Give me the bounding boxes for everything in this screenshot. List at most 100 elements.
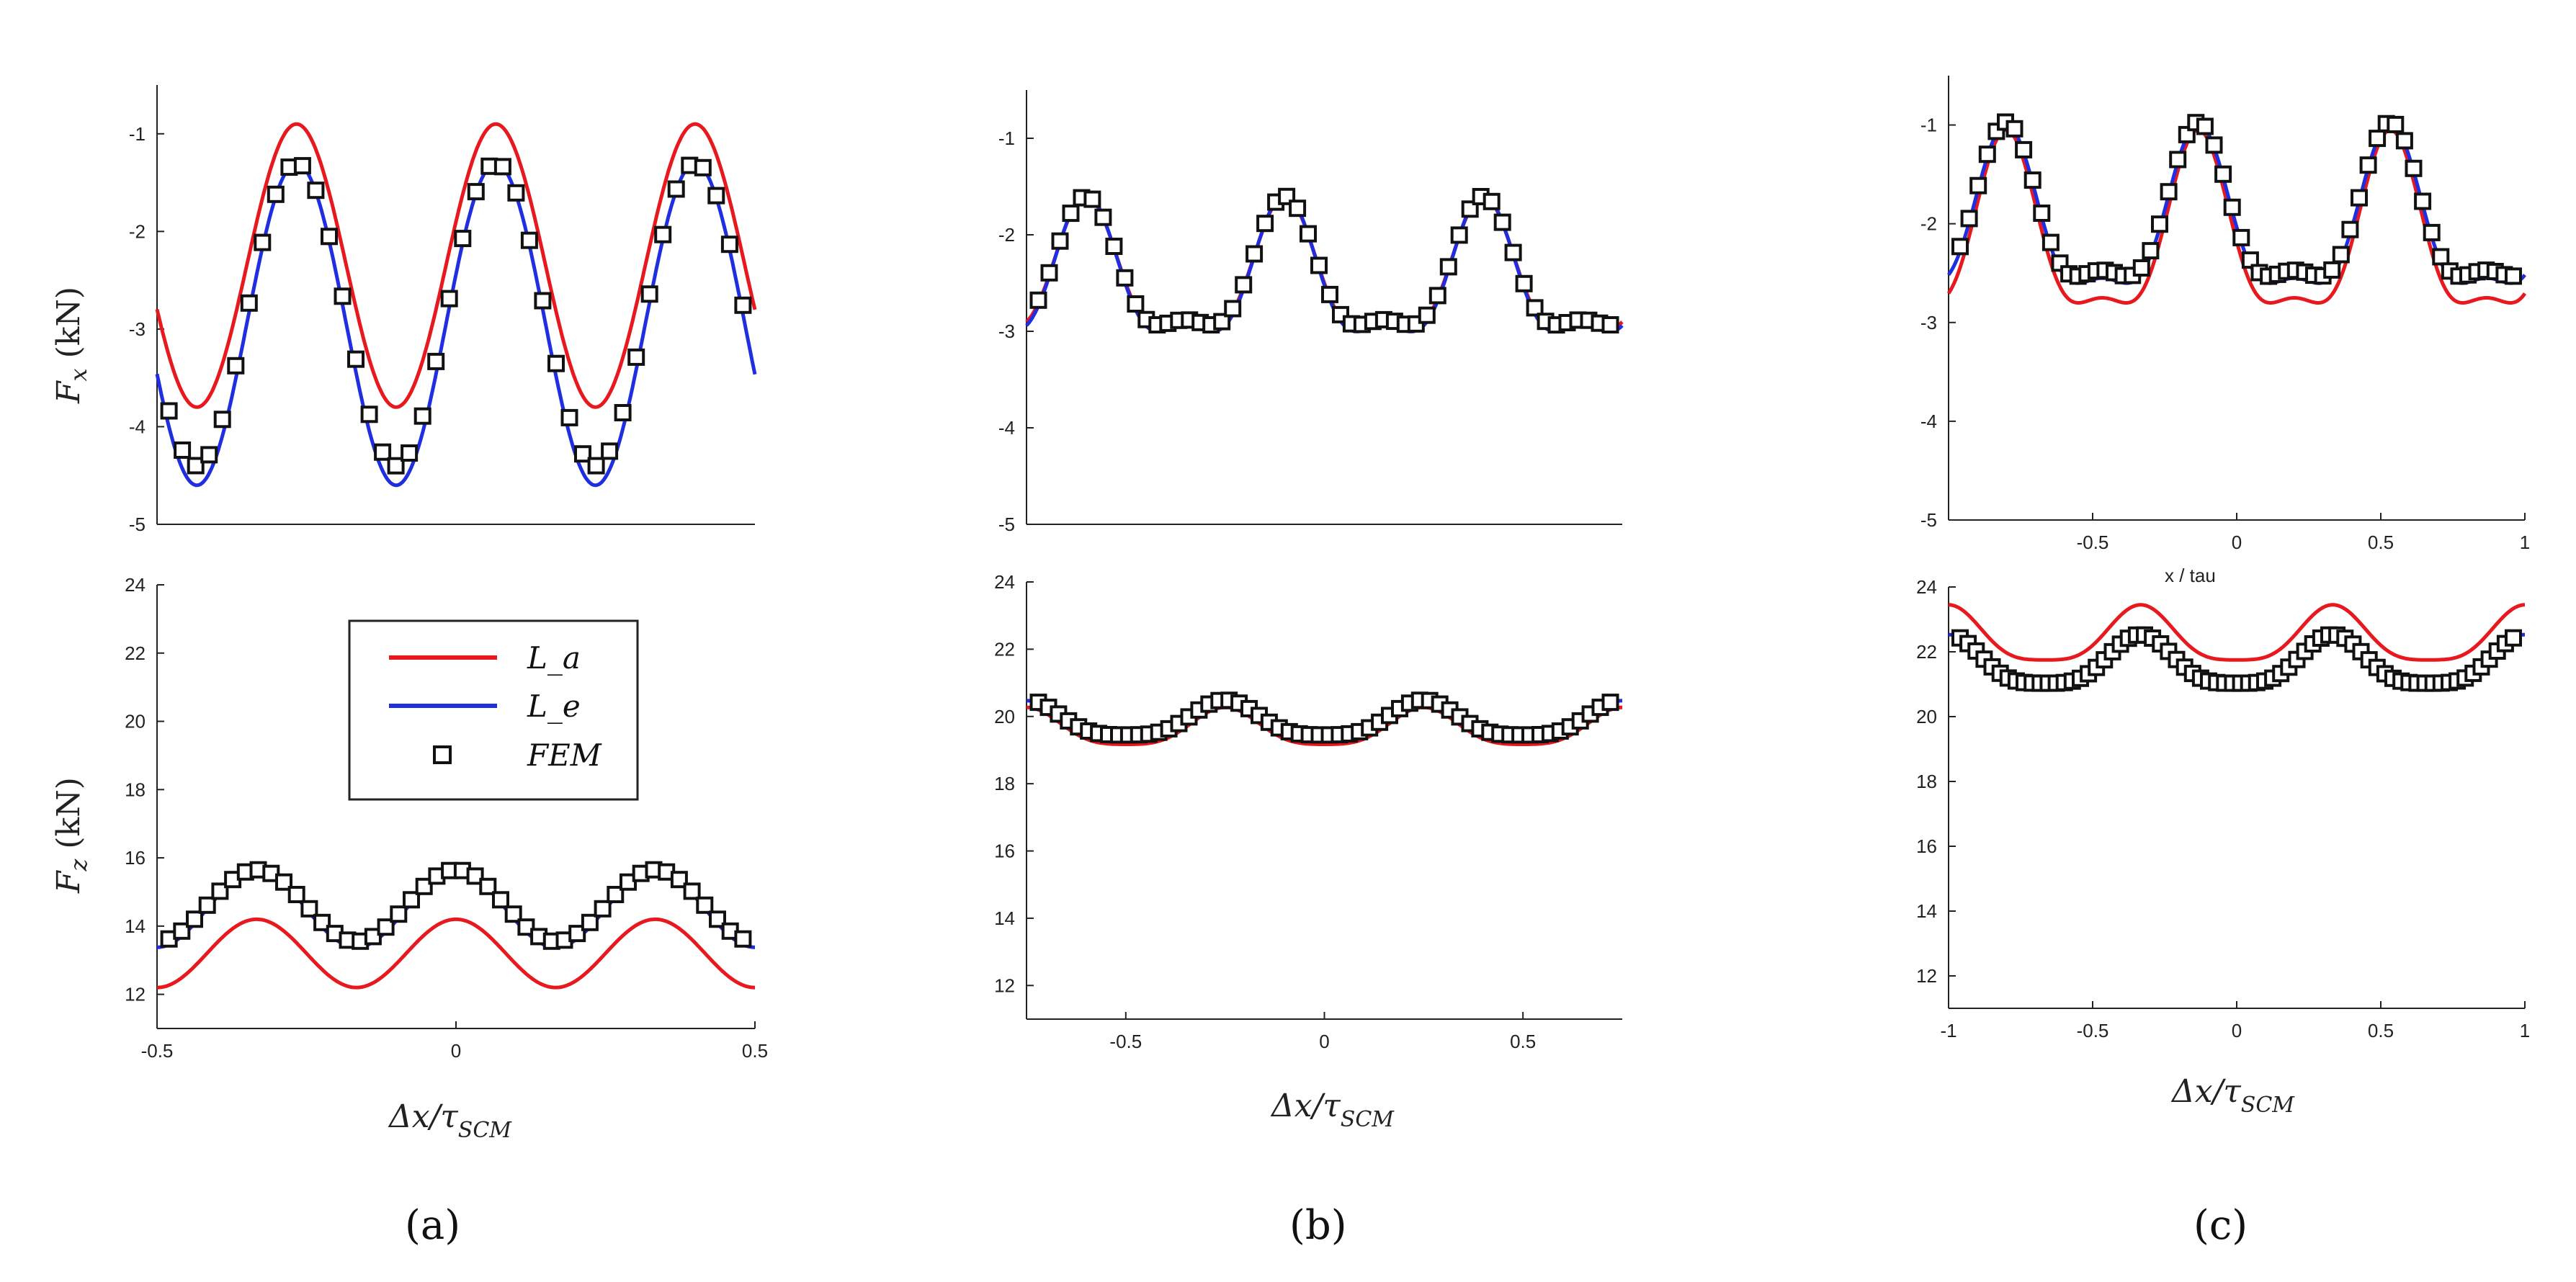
fem-marker-point	[614, 404, 632, 421]
fem-marker-point	[2205, 136, 2223, 154]
fem-marker-point	[2214, 165, 2232, 183]
y-tick-label: 16	[125, 847, 146, 869]
fem-marker-point	[1526, 299, 1544, 317]
fem-marker-point	[2359, 156, 2377, 174]
fem-marker-point	[1493, 213, 1511, 231]
fem-marker-point	[1428, 287, 1446, 305]
fem-marker-point	[254, 233, 272, 251]
x-axis-title-a: Δx/τSCM	[388, 1098, 512, 1143]
y-tick-label: -1	[129, 123, 146, 145]
y-tick-label: 12	[125, 984, 146, 1005]
legend-fem-label: FEM	[527, 738, 602, 773]
fem-marker-point	[267, 185, 285, 203]
fem-marker-point	[387, 457, 405, 475]
fem-marker-point	[347, 350, 365, 368]
fem-marker-point	[390, 905, 408, 923]
fem-marker-point	[1969, 176, 1987, 194]
fem-marker-point	[547, 354, 565, 372]
fem-marker-point	[1450, 226, 1468, 244]
y-tick-label: 12	[994, 974, 1015, 996]
fem-marker-point	[1504, 243, 1522, 261]
y-tick-label: -5	[129, 514, 146, 535]
fem-marker-point	[360, 405, 378, 423]
plots-layer: -1 -2 -3 -4 -5 24 22 20 18 16 14 12 -0.5 0 0.5 -1 -2 -3 -4…	[125, 76, 2530, 1062]
fem-marker-point	[1105, 238, 1123, 255]
y-tick-label: 14	[994, 907, 1015, 929]
fem-marker-point	[534, 292, 552, 310]
fem-marker-point	[2023, 171, 2041, 189]
y-tick-label: -4	[998, 417, 1015, 439]
fem-marker-point	[227, 357, 245, 375]
y-tick-label: 16	[994, 841, 1015, 862]
y-tick-label: 20	[1916, 706, 1937, 727]
fem-marker-point	[1127, 295, 1145, 313]
x-tick-label: 0	[451, 1040, 461, 1062]
fem-marker-point	[173, 922, 191, 940]
fem-marker-point	[2387, 115, 2405, 133]
fem-marker-point	[1310, 256, 1328, 274]
series-line-la	[157, 917, 755, 990]
fem-marker-point	[667, 180, 685, 198]
fem-marker-point	[2505, 629, 2522, 647]
fem-marker-point	[1300, 225, 1317, 243]
chart-c-fz: 24 22 20 18 16 14 12 -1 -0.5 0 0.5 1	[1916, 576, 2530, 1041]
legend-box	[348, 619, 639, 801]
y-tick-label: 22	[994, 638, 1015, 660]
fem-marker-point	[160, 402, 178, 420]
fem-marker-point	[2151, 215, 2168, 233]
fem-marker-point	[2405, 159, 2423, 177]
x-tick-label: 0	[2232, 532, 2242, 553]
y-tick-label: 14	[1916, 900, 1937, 922]
fem-marker-point	[187, 457, 205, 475]
fem-marker-point	[520, 231, 538, 249]
y-tick-label: -2	[998, 224, 1015, 246]
x-tick-label: 0.5	[1510, 1031, 1536, 1052]
fem-marker-point	[454, 230, 472, 248]
x-axis-title-c-top: x / tau	[2165, 565, 2216, 586]
fem-marker-point	[670, 871, 688, 889]
fem-marker-point	[377, 918, 395, 936]
fem-marker-point	[307, 181, 325, 200]
panel-label-b: (b)	[1289, 1202, 1347, 1249]
fem-marker-point	[401, 444, 419, 462]
fem-marker-point	[627, 348, 645, 366]
x-tick-label: 1	[2520, 532, 2530, 553]
fem-marker-point	[2169, 151, 2187, 169]
fem-marker-point	[198, 896, 216, 914]
fem-marker-point	[2041, 233, 2060, 251]
series-line-la	[155, 122, 757, 409]
fem-marker-point	[313, 913, 331, 931]
panel-label-a: (a)	[405, 1202, 460, 1249]
fem-marker-point	[2369, 130, 2387, 148]
fem-marker-point	[2395, 132, 2413, 150]
fem-marker-point	[709, 910, 726, 928]
fem-marker-point	[1321, 285, 1338, 303]
fem-marker-point	[2341, 220, 2359, 238]
fem-marker-point	[240, 294, 258, 312]
fem-marker-point	[1062, 205, 1080, 223]
fem-marker-point	[734, 296, 752, 314]
y-tick-label: 24	[125, 574, 146, 596]
x-axis-title-b: Δx/τSCM	[1270, 1088, 1395, 1132]
fem-marker-point	[2505, 267, 2522, 285]
series-line-le	[157, 869, 755, 949]
fem-marker-point	[2142, 242, 2160, 260]
y-tick-label: -1	[998, 127, 1015, 149]
panel-label-c: (c)	[2193, 1202, 2248, 1249]
x-tick-label: -0.5	[2077, 532, 2109, 553]
fem-marker-point	[2414, 192, 2432, 210]
fem-marker-point	[2005, 120, 2023, 138]
fz-axis-title: Fz (kN)	[50, 777, 92, 894]
fem-marker-point	[517, 918, 535, 936]
fem-marker-point	[211, 882, 229, 900]
legend-le-label: L_e	[527, 689, 581, 724]
fem-marker-point	[364, 928, 382, 946]
fem-marker-point	[479, 877, 497, 895]
y-tick-label: 24	[1916, 576, 1937, 598]
fem-marker-point	[2351, 189, 2368, 207]
x-tick-label: 0	[2232, 1020, 2242, 1041]
fem-marker-point	[1951, 238, 1969, 256]
fem-marker-point	[1040, 264, 1058, 282]
x-tick-label: -1	[1940, 1020, 1956, 1041]
fem-marker-point	[2323, 261, 2341, 279]
